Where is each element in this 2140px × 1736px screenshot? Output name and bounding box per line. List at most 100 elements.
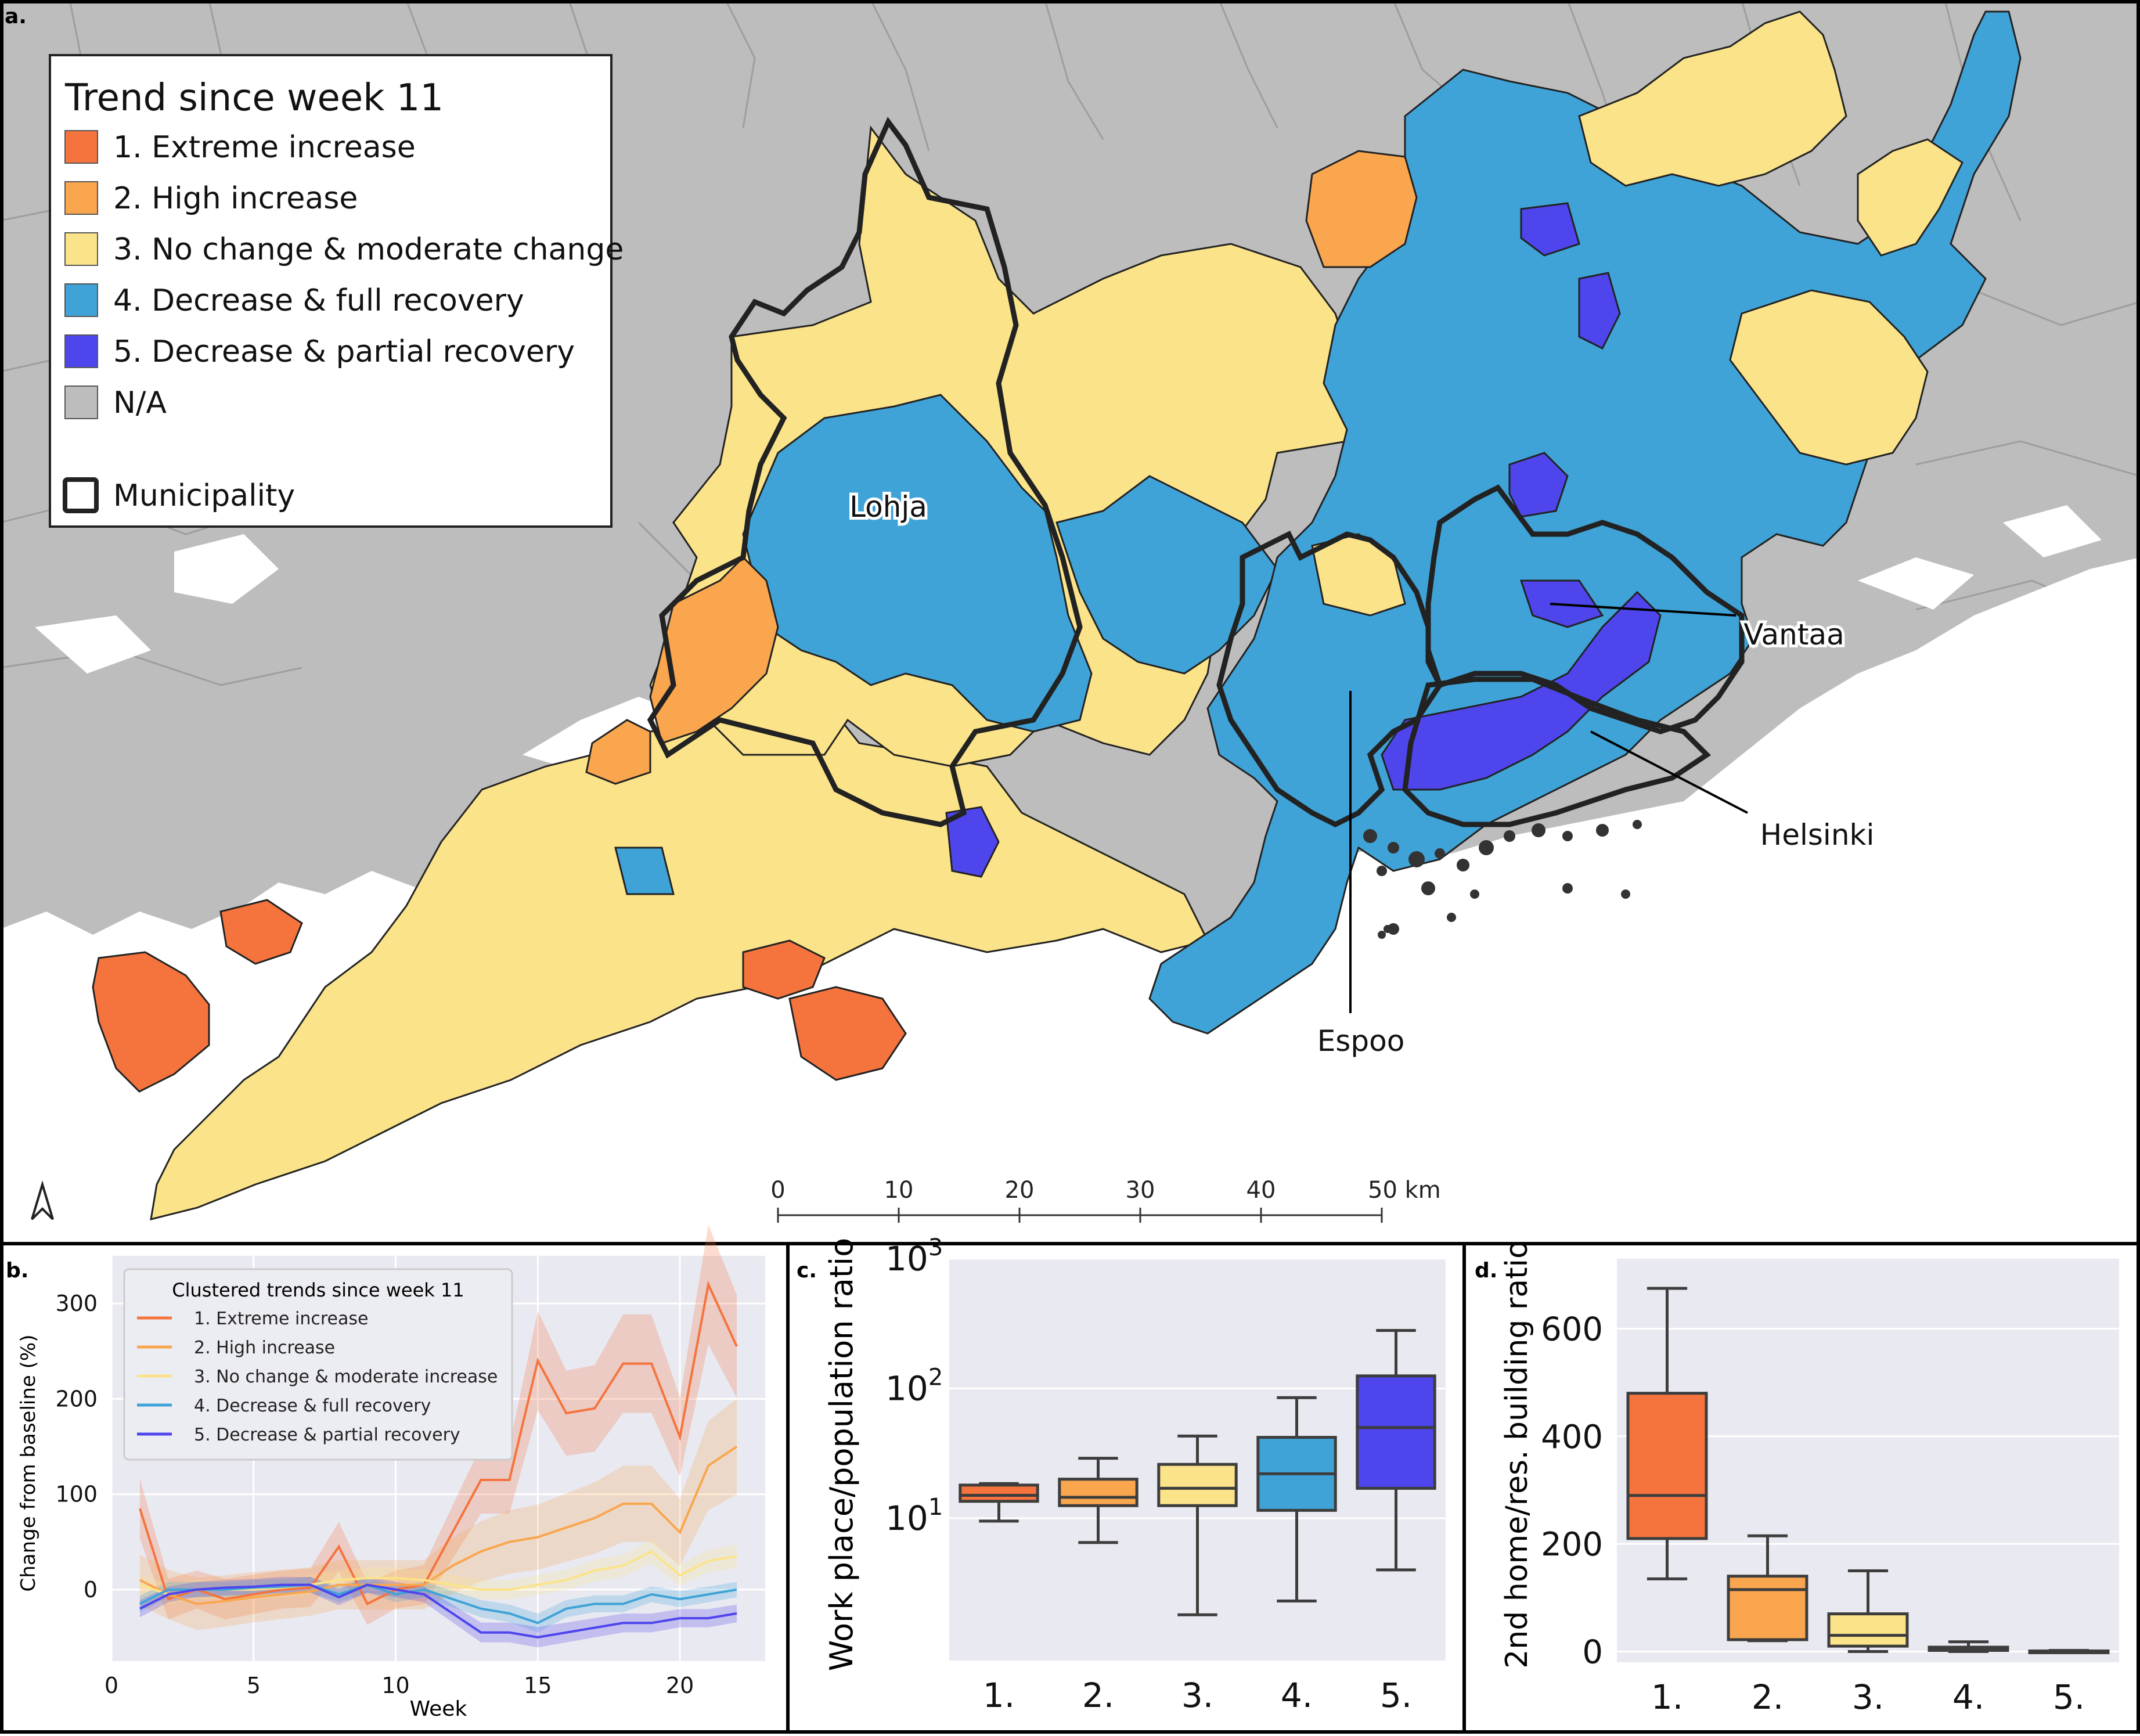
map-panel-label: a.	[5, 5, 27, 28]
panel-b-label: b.	[6, 1259, 28, 1283]
b-band-1	[139, 1224, 737, 1625]
panel-c: c. 101 102 103 1. 2. 3. 4. 5. Work place/popula…	[797, 1234, 1446, 1715]
scalebar-ticks: 0 10 20 30 40 50 km	[770, 1177, 1441, 1223]
region-s-red-2	[788, 986, 907, 1081]
legend-label-1: 1. Extreme increase	[113, 130, 416, 165]
b-ytick: 300	[55, 1291, 98, 1316]
box-category-label: 3.	[1852, 1677, 1884, 1717]
scalebar-label: 40	[1246, 1177, 1276, 1204]
b-xtick: 10	[381, 1673, 409, 1698]
helsinki-leader	[1590, 730, 1748, 814]
box-category-label: 1.	[1651, 1677, 1683, 1717]
vantaa-leader	[1550, 603, 1737, 617]
legend-swatch-2	[64, 181, 98, 215]
map-panel: Lohja Vantaa Helsinki Espoo 0 10 20 30 40 50 …	[0, 0, 2140, 1244]
region-purple-1	[1520, 202, 1580, 257]
b-legend-label-3: 3. No change & moderate increase	[194, 1367, 498, 1387]
b-line-4	[139, 1583, 737, 1625]
b-xtick: 0	[105, 1673, 118, 1698]
region-e-yellow	[1729, 289, 1929, 466]
b-line-1	[139, 1280, 738, 1606]
panel-b-xlabel: Week	[410, 1697, 467, 1721]
panel-c-boxes	[959, 1329, 1436, 1616]
b-band-2	[139, 1399, 737, 1630]
box-category-label: 4.	[1281, 1676, 1313, 1715]
legend-label-2: 2. High increase	[113, 181, 358, 216]
legend-swatch-6	[64, 386, 98, 419]
legend-label-6: N/A	[113, 386, 167, 420]
b-xtick: 5	[247, 1673, 261, 1698]
region-s-red	[742, 939, 826, 1000]
panel-c-ylabel: Work place/population ratio	[823, 1238, 860, 1671]
box-1	[959, 1483, 1039, 1503]
box-3	[1157, 1463, 1238, 1507]
box-2	[1727, 1575, 1808, 1641]
lohja-municipality	[647, 117, 1083, 827]
region-sw-red-1	[92, 951, 210, 1093]
region-purple-4	[945, 806, 1000, 878]
region-purple-3	[1508, 452, 1569, 518]
label-espoo: Espoo	[1317, 1024, 1405, 1058]
scalebar-label: 50 km	[1368, 1177, 1441, 1204]
label-helsinki: Helsinki	[1760, 818, 1875, 852]
box-category-label: 2.	[1082, 1676, 1114, 1715]
box-category-label: 4.	[1952, 1677, 1984, 1717]
map-legend: Trend since week 11 1. Extreme increase 2…	[49, 54, 624, 528]
panel-b-legend-title: Clustered trends since week 11	[172, 1279, 464, 1301]
espoo-municipality	[1216, 530, 1443, 828]
b-band-4	[139, 1577, 737, 1633]
vantaa-municipality	[1425, 484, 1745, 734]
panel-d-label: d.	[1475, 1259, 1497, 1283]
b-line-5	[139, 1583, 737, 1638]
study-area	[92, 10, 2022, 1221]
box-1	[1626, 1392, 1708, 1540]
region-central-blue	[1055, 475, 1278, 675]
box-category-label: 2.	[1752, 1677, 1784, 1717]
b-ytick: 200	[55, 1386, 98, 1411]
legend-box	[49, 54, 613, 528]
region-sw-red-2	[219, 899, 303, 965]
d-ytick: 600	[1541, 1310, 1603, 1348]
region-w-orange	[649, 556, 779, 744]
panel-b-legend: Clustered trends since week 11 1. Extrem…	[123, 1268, 513, 1461]
region-lohja-blue	[742, 394, 1093, 733]
place-labels: Lohja Vantaa Helsinki Espoo	[846, 487, 1877, 1058]
helsinki-municipality	[1402, 676, 1712, 827]
d-ytick: 400	[1541, 1418, 1603, 1456]
panel-d-boxes	[1626, 1287, 2110, 1655]
b-xtick: 20	[666, 1673, 694, 1698]
label-lohja: Lohja	[849, 490, 927, 524]
b-legend-label-4: 4. Decrease & full recovery	[194, 1396, 431, 1416]
legend-swatch-5	[64, 334, 98, 368]
b-xtick: 15	[524, 1673, 552, 1698]
legend-swatch-4	[64, 283, 98, 317]
legend-label-4: 4. Decrease & full recovery	[113, 283, 524, 318]
c-ytick: 101	[885, 1494, 943, 1538]
legend-items: 1. Extreme increase 2. High increase 3. No…	[64, 130, 624, 420]
d-ytick: 200	[1541, 1526, 1603, 1564]
region-espoo-yellow	[1311, 533, 1406, 617]
legend-municipality-swatch	[63, 477, 99, 513]
scalebar: 0 10 20 30 40 50 km	[770, 1177, 1441, 1223]
north-arrow-icon	[31, 1180, 54, 1220]
legend-swatch-1	[64, 130, 98, 164]
panel-c-label: c.	[797, 1259, 817, 1283]
region-purple-2	[1578, 272, 1621, 350]
panel-b-ticks: 0 100 200 300 0 5 10 15 20	[55, 1291, 694, 1698]
b-legend-label-2: 2. High increase	[194, 1338, 335, 1358]
c-ytick: 103	[885, 1234, 943, 1278]
box-category-label: 3.	[1181, 1676, 1213, 1715]
b-legend-label-1: 1. Extreme increase	[194, 1309, 368, 1329]
scalebar-label: 20	[1005, 1177, 1035, 1204]
panel-b-lines	[139, 1280, 738, 1638]
c-ytick: 102	[885, 1364, 943, 1408]
region-n-orange	[1305, 150, 1418, 268]
legend-title: Trend since week 11	[64, 77, 444, 120]
label-vantaa: Vantaa	[1743, 618, 1844, 651]
legend-municipality-label: Municipality	[113, 478, 295, 513]
b-line-2	[139, 1445, 738, 1605]
box-category-label: 5.	[1380, 1676, 1412, 1715]
b-ytick: 100	[55, 1482, 98, 1507]
